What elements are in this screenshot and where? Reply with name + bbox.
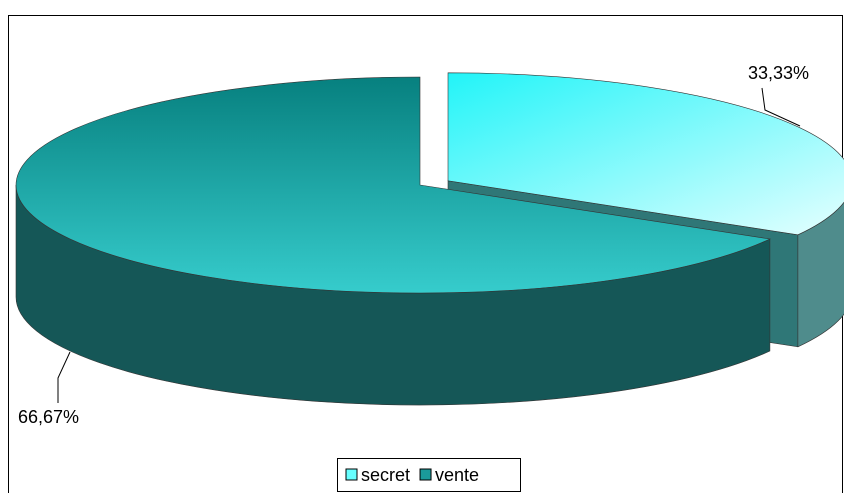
labels: 33,33% 66,67% [18,63,809,427]
legend-swatch [419,468,432,481]
legend-label: secret [361,465,410,485]
legend: secret vente [337,458,521,492]
leader-line [761,87,801,127]
slice [447,72,844,236]
leader-line [57,351,71,403]
data-label: 33,33% [748,63,809,83]
pie [15,72,844,406]
legend-label: vente [435,465,479,485]
slice-wall [797,201,844,348]
legend-swatch [345,468,358,481]
slice [15,76,771,294]
data-label: 66,67% [18,407,79,427]
